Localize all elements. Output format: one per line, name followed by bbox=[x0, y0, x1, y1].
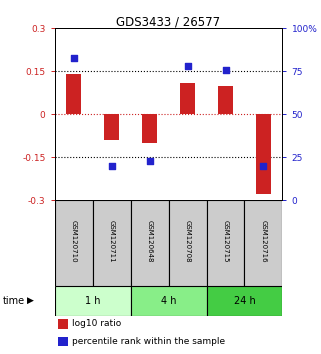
Bar bbox=[66, 74, 81, 114]
Text: percentile rank within the sample: percentile rank within the sample bbox=[72, 337, 225, 346]
Bar bbox=[58, 319, 68, 329]
Text: GSM120648: GSM120648 bbox=[146, 220, 152, 263]
Bar bbox=[142, 114, 157, 143]
Bar bbox=[92, 200, 131, 286]
Point bbox=[147, 158, 152, 164]
Text: 4 h: 4 h bbox=[161, 296, 176, 306]
Bar bbox=[180, 83, 195, 114]
Text: time: time bbox=[3, 296, 25, 306]
Bar bbox=[245, 200, 282, 286]
Text: GSM120716: GSM120716 bbox=[260, 220, 266, 263]
Point bbox=[261, 163, 266, 169]
Text: ▶: ▶ bbox=[27, 296, 34, 305]
Text: 24 h: 24 h bbox=[234, 296, 256, 306]
Text: GSM120711: GSM120711 bbox=[108, 220, 115, 263]
Bar bbox=[104, 114, 119, 140]
Bar bbox=[58, 337, 68, 346]
Bar bbox=[169, 200, 206, 286]
Bar bbox=[206, 286, 282, 315]
Point bbox=[185, 63, 190, 69]
Text: log10 ratio: log10 ratio bbox=[72, 319, 121, 329]
Bar bbox=[206, 200, 245, 286]
Text: GSM120715: GSM120715 bbox=[222, 220, 229, 263]
Point bbox=[71, 55, 76, 61]
Bar bbox=[55, 286, 131, 315]
Text: 1 h: 1 h bbox=[85, 296, 100, 306]
Bar bbox=[55, 200, 92, 286]
Bar bbox=[256, 114, 271, 194]
Point bbox=[109, 163, 114, 169]
Title: GDS3433 / 26577: GDS3433 / 26577 bbox=[117, 15, 221, 28]
Text: GSM120710: GSM120710 bbox=[71, 220, 77, 263]
Bar bbox=[218, 86, 233, 114]
Bar bbox=[131, 286, 206, 315]
Bar bbox=[131, 200, 169, 286]
Point bbox=[223, 67, 228, 72]
Text: GSM120708: GSM120708 bbox=[185, 220, 191, 263]
